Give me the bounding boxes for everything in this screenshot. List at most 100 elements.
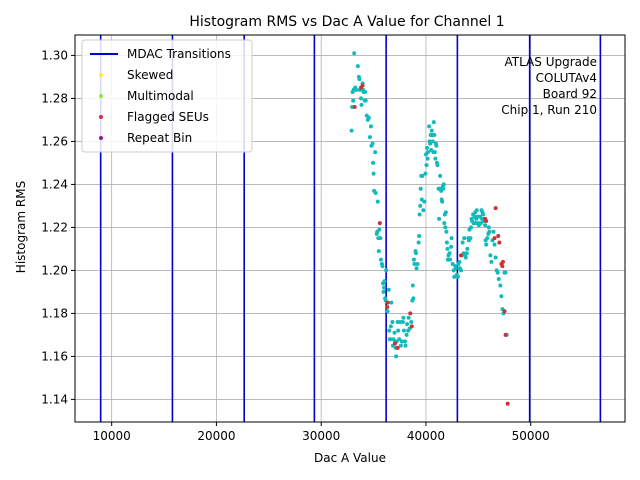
x-tick-label: 10000 — [93, 429, 131, 443]
data-point — [388, 337, 393, 342]
flagged-seu-point — [377, 221, 382, 226]
flagged-seu-point — [505, 401, 510, 406]
flagged-seu-point — [500, 264, 505, 269]
data-point — [382, 285, 387, 290]
y-tick-label: 1.28 — [41, 91, 68, 105]
legend-repeat-label: Repeat Bin — [127, 131, 192, 145]
data-point — [363, 89, 368, 94]
data-point — [478, 221, 483, 226]
data-point — [403, 339, 407, 344]
data-point — [503, 270, 508, 275]
data-point — [481, 212, 486, 217]
flagged-seu-point — [503, 332, 508, 337]
data-point — [418, 203, 423, 208]
data-point — [373, 150, 378, 155]
data-point — [468, 236, 473, 241]
data-point — [357, 77, 362, 82]
legend-mdac-label: MDAC Transitions — [127, 47, 231, 61]
data-point — [440, 199, 445, 204]
data-point — [493, 255, 498, 260]
data-point — [442, 221, 447, 226]
data-point — [387, 328, 392, 333]
data-point — [405, 322, 410, 327]
data-point — [406, 315, 411, 320]
data-point — [422, 199, 427, 204]
data-point — [486, 225, 491, 230]
data-point — [371, 171, 376, 176]
data-point — [438, 173, 443, 178]
data-point — [417, 234, 422, 239]
data-point — [489, 259, 494, 264]
flagged-seu-point — [502, 309, 507, 314]
annotation-line-4: Chip 1, Run 210 — [501, 103, 597, 117]
data-point — [462, 236, 467, 241]
legend-multimodal-marker — [99, 94, 103, 98]
data-point — [390, 320, 395, 325]
flagged-seu-point — [408, 311, 413, 316]
x-tick-label: 30000 — [302, 429, 340, 443]
data-point — [463, 255, 468, 260]
data-point — [373, 191, 378, 196]
flagged-seu-point — [459, 253, 464, 258]
data-point — [492, 242, 497, 247]
flagged-seu-point — [385, 300, 390, 305]
annotation-line-1: ATLAS Upgrade — [504, 55, 597, 69]
data-point — [457, 259, 462, 264]
data-point — [399, 339, 404, 344]
annotation: ATLAS Upgrade COLUTAv4 Board 92 Chip 1, … — [501, 55, 597, 117]
x-axis-ticks: 10000 20000 30000 40000 50000 — [93, 422, 550, 443]
data-point — [371, 160, 376, 165]
data-point — [351, 98, 356, 103]
data-point — [375, 199, 380, 204]
data-point — [363, 98, 368, 103]
data-point — [445, 246, 450, 251]
y-tick-label: 1.20 — [41, 263, 68, 277]
legend-flagged-label: Flagged SEUs — [127, 110, 209, 124]
data-point — [435, 163, 440, 168]
data-point — [487, 229, 492, 234]
data-point — [412, 261, 417, 266]
data-point — [427, 124, 432, 129]
data-point — [386, 287, 391, 292]
data-point — [409, 320, 414, 325]
data-point — [420, 173, 425, 178]
data-point — [398, 343, 403, 348]
data-point — [499, 294, 504, 299]
x-tick-label: 40000 — [407, 429, 445, 443]
data-point — [421, 208, 426, 213]
data-point — [382, 279, 387, 284]
data-point — [381, 289, 386, 294]
data-point — [416, 240, 421, 245]
data-point — [359, 96, 363, 101]
data-point — [410, 283, 415, 288]
data-point — [403, 343, 408, 348]
flagged-seu-point — [360, 83, 365, 88]
data-point — [464, 251, 469, 256]
x-tick-label: 20000 — [197, 429, 235, 443]
data-point — [424, 163, 429, 168]
y-tick-label: 1.26 — [41, 134, 68, 148]
data-point — [449, 244, 454, 249]
flagged-seu-point — [395, 345, 400, 350]
data-point — [449, 236, 454, 241]
y-tick-label: 1.16 — [41, 349, 68, 363]
data-point — [459, 268, 464, 273]
data-point — [354, 87, 359, 92]
flagged-seu-point — [496, 234, 501, 239]
data-point — [425, 145, 429, 150]
data-point — [426, 150, 431, 155]
annotation-line-3: Board 92 — [543, 87, 597, 101]
data-point — [431, 120, 436, 125]
data-point — [366, 115, 371, 120]
legend-multimodal-label: Multimodal — [127, 89, 194, 103]
data-point — [444, 229, 449, 234]
data-point — [491, 229, 496, 234]
data-point — [441, 182, 446, 187]
data-point — [460, 240, 465, 245]
data-point — [465, 246, 470, 251]
data-point — [455, 274, 460, 279]
data-point — [404, 332, 409, 337]
data-point — [394, 354, 399, 359]
data-point — [368, 124, 373, 129]
data-point — [434, 143, 439, 148]
